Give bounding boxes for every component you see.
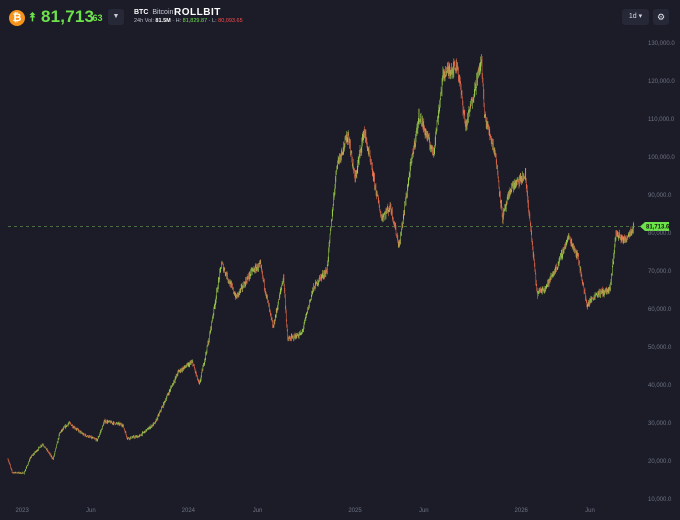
candles-layer [7, 54, 635, 475]
x-tick-label: 2024 [182, 508, 196, 514]
timeframe-value: 1d [628, 13, 637, 20]
x-axis: 2023 Jun 2024 Jun 2025 Jun 2026 Jun [15, 508, 594, 514]
high-label: H: [175, 18, 182, 24]
ticker-info: BTC Bitcoin [134, 9, 173, 16]
market-stats: 24h Vol: 81.5M · H: 81,829.87 · L: 80,09… [134, 18, 243, 24]
y-tick-label: 30,000.0 [648, 421, 672, 427]
settings-button[interactable]: ⚙ [653, 9, 669, 25]
y-tick-label: 110,000.0 [648, 117, 675, 123]
y-axis: 130,000.0 120,000.0 110,000.0 100,000.0 90,0… [648, 41, 675, 503]
y-tick-label: 50,000.0 [648, 345, 672, 351]
price-value: 81,713 [41, 7, 95, 26]
y-tick-label: 70,000.0 [648, 269, 672, 275]
ticker-name: Bitcoin [152, 9, 174, 16]
caret-down-icon: ▼ [112, 13, 120, 20]
high-value: 81,829.87 [182, 18, 208, 24]
x-tick-label: Jun [253, 508, 263, 514]
top-bar: ₿ ⯭ 81,713 .63 ▼ BTC Bitcoin ROLLBIT 24h … [0, 0, 680, 36]
timeframe-select[interactable]: 1d ▾ [622, 9, 649, 25]
ticker-symbol: BTC [134, 9, 149, 16]
x-tick-label: 2023 [15, 508, 29, 514]
y-tick-label: 130,000.0 [648, 41, 675, 47]
double-chevron-up-icon: ⯭ [29, 10, 37, 24]
price-decimal: .63 [90, 13, 103, 23]
x-tick-label: Jun [86, 508, 96, 514]
x-tick-label: 2026 [515, 508, 529, 514]
low-value: 80,093.65 [218, 18, 243, 24]
y-tick-label: 60,000.0 [648, 307, 672, 313]
y-tick-label: 10,000.0 [648, 497, 672, 503]
volume-label: 24h Vol: [134, 18, 154, 24]
y-tick-label: 120,000.0 [648, 79, 675, 85]
x-tick-label: Jun [419, 508, 429, 514]
current-price-tag: 81,713.6 [640, 221, 670, 231]
y-tick-label: 80,000.0 [648, 231, 672, 237]
chevron-down-icon: ▾ [638, 13, 643, 20]
volume-value: 81.5M [155, 18, 171, 24]
gear-icon: ⚙ [656, 12, 666, 22]
brand-logo: ROLLBIT [174, 7, 221, 18]
current-price-label: 81,713.6 [646, 225, 670, 231]
current-price-tag-shape [640, 221, 669, 231]
y-tick-label: 40,000.0 [648, 383, 672, 389]
x-tick-label: 2025 [348, 508, 362, 514]
low-label: L: [212, 18, 217, 24]
bitcoin-icon: ₿ [9, 10, 25, 26]
y-tick-label: 20,000.0 [648, 459, 672, 465]
y-tick-label: 100,000.0 [648, 155, 675, 161]
y-tick-label: 90,000.0 [648, 193, 672, 199]
market-dropdown-button[interactable]: ▼ [108, 9, 124, 25]
x-tick-label: Jun [585, 508, 595, 514]
